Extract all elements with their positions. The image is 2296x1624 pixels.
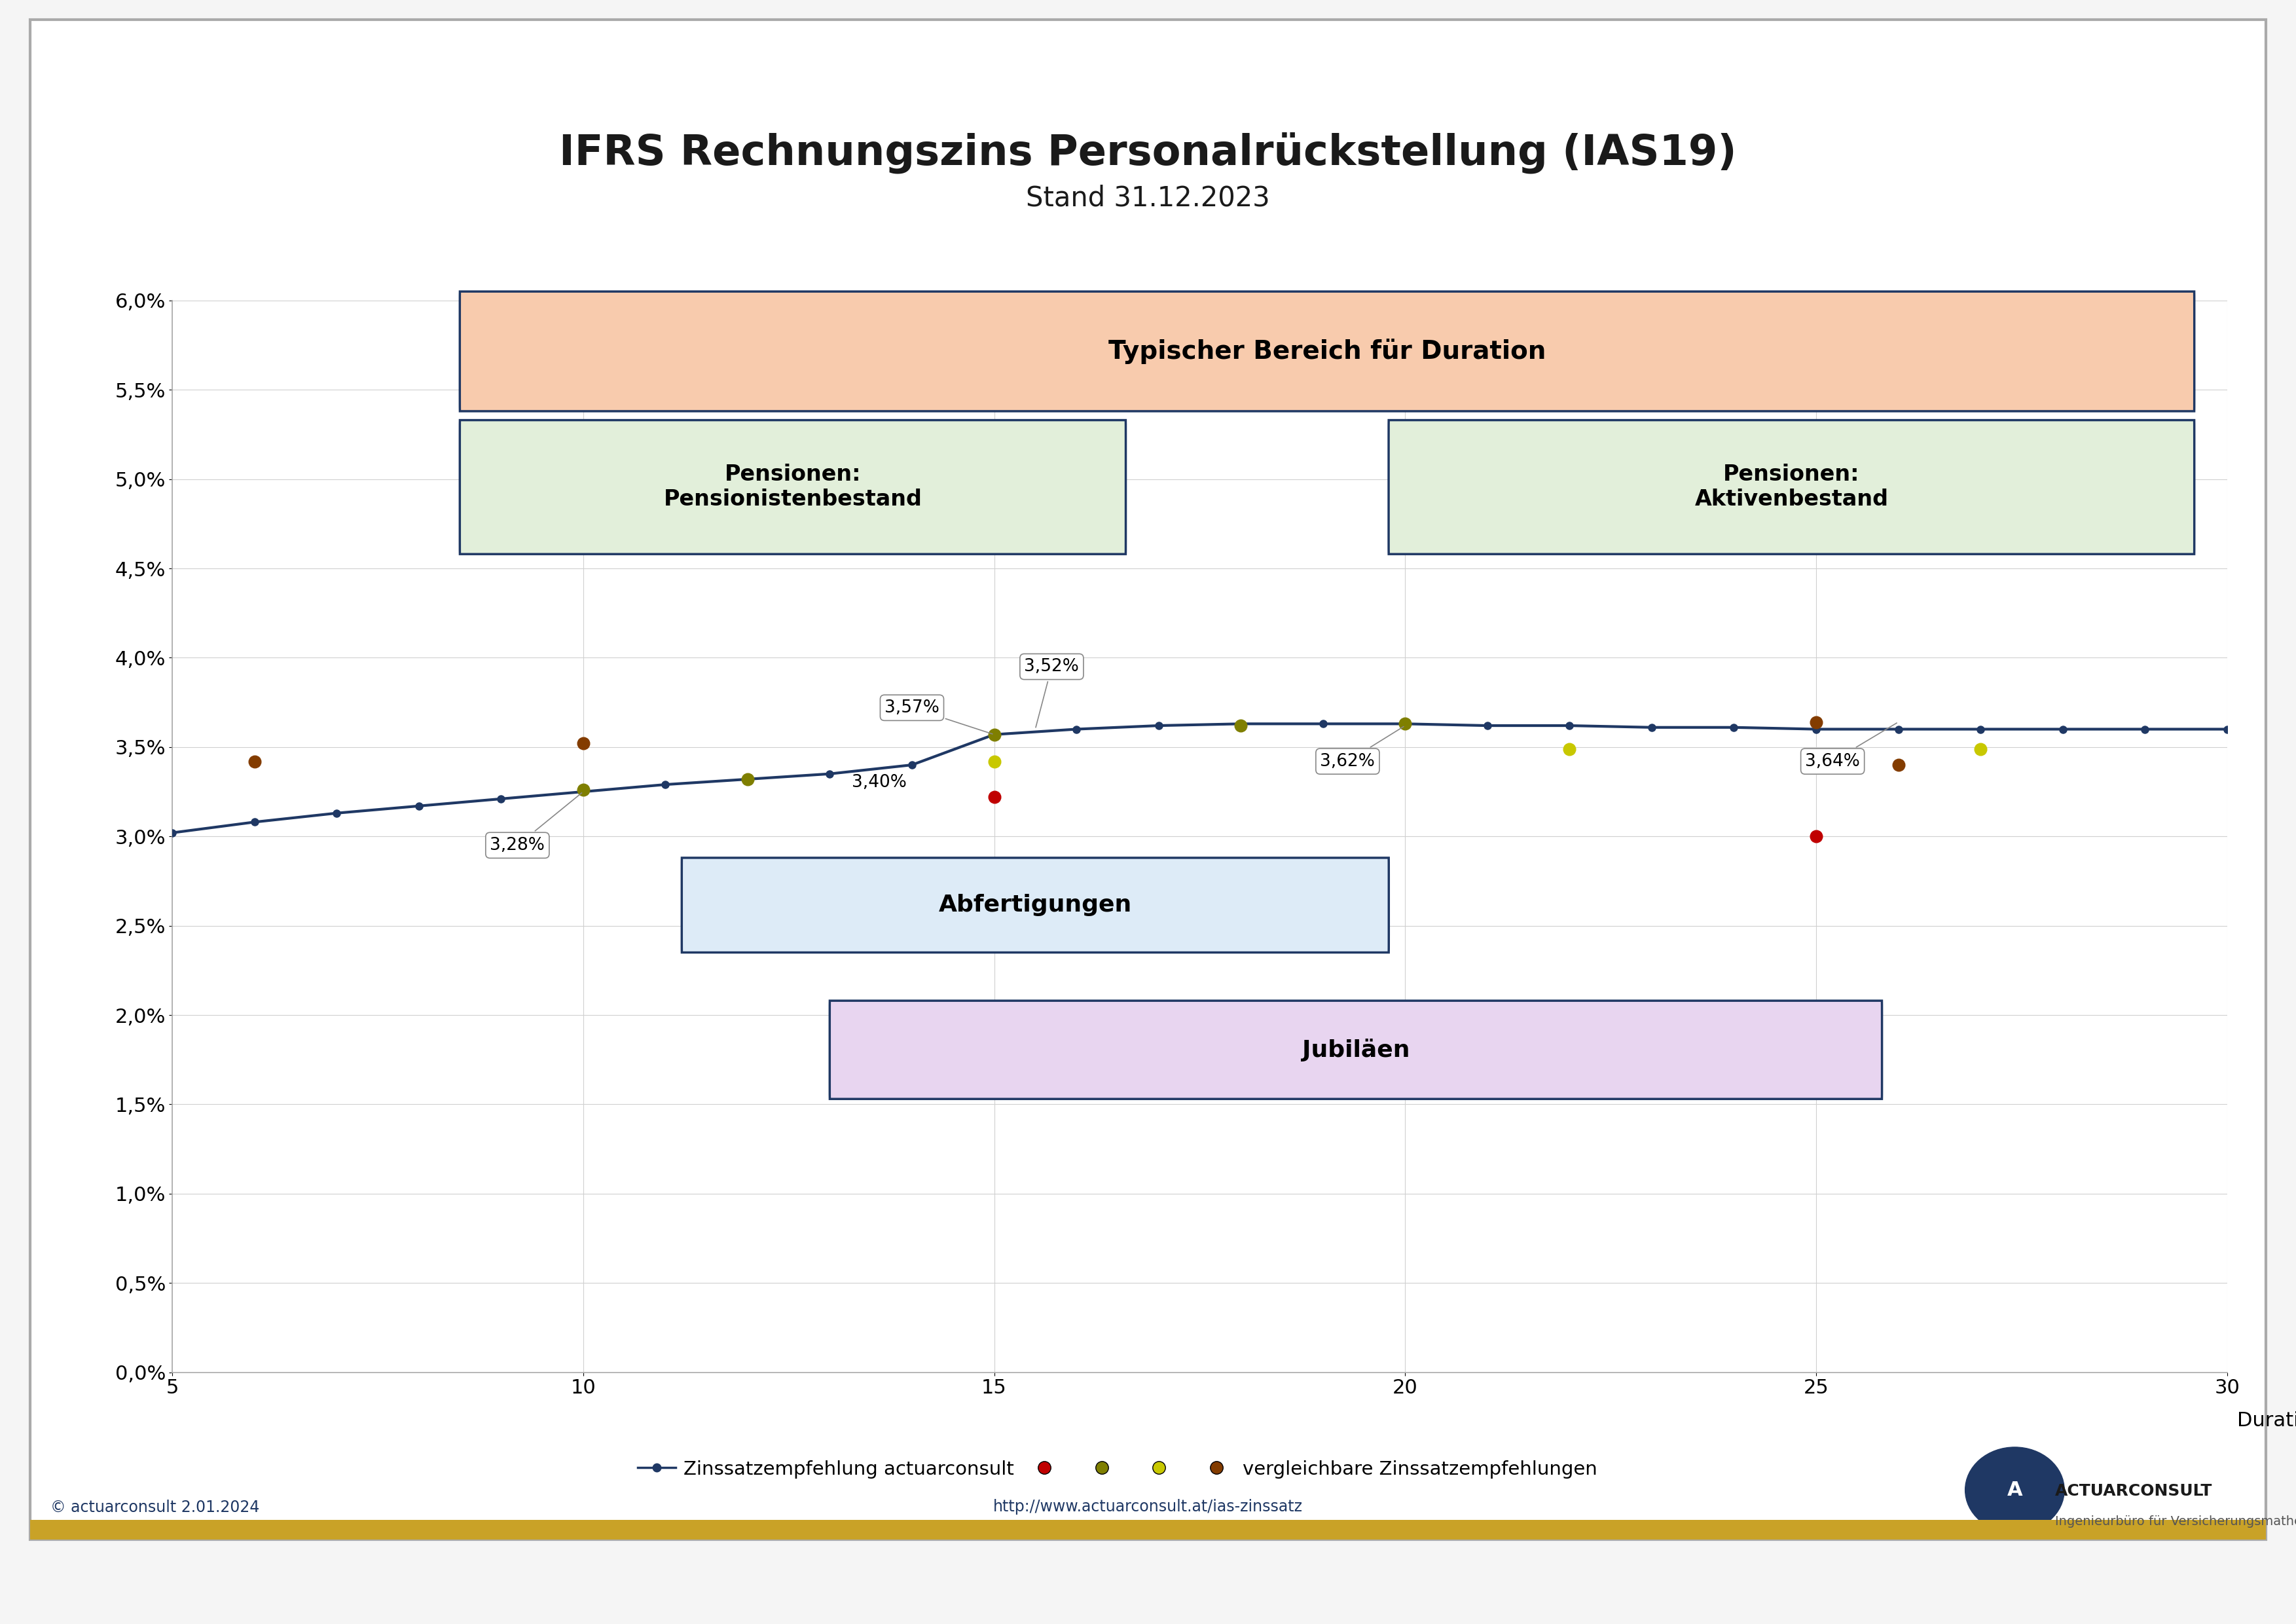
Point: [1387, 711, 1424, 737]
Point: [976, 749, 1013, 775]
Point: [1552, 736, 1589, 762]
FancyBboxPatch shape: [829, 1000, 1883, 1099]
Legend: Zinssatzempfehlung actuarconsult, , , , vergleichbare Zinssatzempfehlungen: Zinssatzempfehlung actuarconsult, , , , …: [629, 1452, 1605, 1486]
Zinssatzempfehlung actuarconsult: [1309, 715, 1336, 734]
Zinssatzempfehlung actuarconsult: [2048, 719, 2076, 739]
Point: [976, 784, 1013, 810]
Text: 3,57%: 3,57%: [884, 700, 992, 734]
Zinssatzempfehlung actuarconsult: [898, 755, 925, 775]
Zinssatzempfehlung actuarconsult: [2213, 719, 2241, 739]
Text: 3,62%: 3,62%: [1320, 726, 1403, 770]
Zinssatzempfehlung actuarconsult: [1226, 715, 1254, 734]
Zinssatzempfehlung actuarconsult: [1557, 716, 1584, 736]
Text: Jubiläen: Jubiläen: [1302, 1038, 1410, 1062]
Zinssatzempfehlung actuarconsult: [569, 783, 597, 802]
Point: [1798, 710, 1835, 736]
Text: Ingenieurbüro für Versicherungsmathematik: Ingenieurbüro für Versicherungsmathemati…: [2055, 1515, 2296, 1528]
Point: [730, 767, 767, 793]
Text: 3,64%: 3,64%: [1805, 723, 1896, 770]
Point: [1963, 736, 2000, 762]
Text: 3,40%: 3,40%: [852, 775, 907, 791]
Point: [976, 721, 1013, 747]
Zinssatzempfehlung actuarconsult: [1146, 716, 1173, 736]
Zinssatzempfehlung actuarconsult: [1720, 718, 1747, 737]
FancyBboxPatch shape: [459, 421, 1125, 554]
Line: Zinssatzempfehlung actuarconsult: Zinssatzempfehlung actuarconsult: [168, 719, 2232, 836]
Text: Duration (in Jahren): Duration (in Jahren): [2236, 1411, 2296, 1431]
Text: ACTUARCONSULT: ACTUARCONSULT: [2055, 1483, 2213, 1499]
Point: [565, 776, 602, 802]
Zinssatzempfehlung actuarconsult: [1063, 719, 1091, 739]
Text: IFRS Rechnungszins Personalrückstellung (IAS19): IFRS Rechnungszins Personalrückstellung …: [560, 132, 1736, 174]
Zinssatzempfehlung actuarconsult: [487, 789, 514, 809]
Text: Abfertigungen: Abfertigungen: [939, 893, 1132, 916]
Text: Pensionen:
Aktivenbestand: Pensionen: Aktivenbestand: [1694, 464, 1887, 510]
Zinssatzempfehlung actuarconsult: [815, 763, 843, 783]
Text: © actuarconsult 2.01.2024: © actuarconsult 2.01.2024: [51, 1499, 259, 1515]
Zinssatzempfehlung actuarconsult: [1885, 719, 1913, 739]
FancyBboxPatch shape: [459, 292, 2195, 411]
Point: [236, 749, 273, 775]
Zinssatzempfehlung actuarconsult: [1802, 719, 1830, 739]
Zinssatzempfehlung actuarconsult: [1968, 719, 1995, 739]
Zinssatzempfehlung actuarconsult: [1637, 718, 1665, 737]
FancyBboxPatch shape: [1389, 421, 2195, 554]
FancyBboxPatch shape: [682, 857, 1389, 952]
Point: [1880, 752, 1917, 778]
Zinssatzempfehlung actuarconsult: [241, 812, 269, 831]
Zinssatzempfehlung actuarconsult: [158, 823, 186, 843]
Text: 3,28%: 3,28%: [489, 793, 581, 854]
Zinssatzempfehlung actuarconsult: [1474, 716, 1502, 736]
Circle shape: [1965, 1447, 2064, 1533]
Zinssatzempfehlung actuarconsult: [324, 804, 351, 823]
Point: [1221, 713, 1258, 739]
Text: 3,52%: 3,52%: [1024, 658, 1079, 728]
Text: Typischer Bereich für Duration: Typischer Bereich für Duration: [1109, 339, 1545, 364]
Text: A: A: [2007, 1481, 2023, 1499]
Zinssatzempfehlung actuarconsult: [652, 775, 680, 794]
Text: http://www.actuarconsult.at/ias-zinssatz: http://www.actuarconsult.at/ias-zinssatz: [994, 1499, 1302, 1515]
Zinssatzempfehlung actuarconsult: [1391, 715, 1419, 734]
Text: Pensionen:
Pensionistenbestand: Pensionen: Pensionistenbestand: [664, 464, 923, 510]
Zinssatzempfehlung actuarconsult: [404, 796, 432, 815]
Text: Stand 31.12.2023: Stand 31.12.2023: [1026, 185, 1270, 211]
Zinssatzempfehlung actuarconsult: [735, 770, 762, 789]
Zinssatzempfehlung actuarconsult: [2131, 719, 2158, 739]
Point: [565, 731, 602, 757]
Zinssatzempfehlung actuarconsult: [980, 724, 1008, 744]
Point: [1798, 823, 1835, 849]
